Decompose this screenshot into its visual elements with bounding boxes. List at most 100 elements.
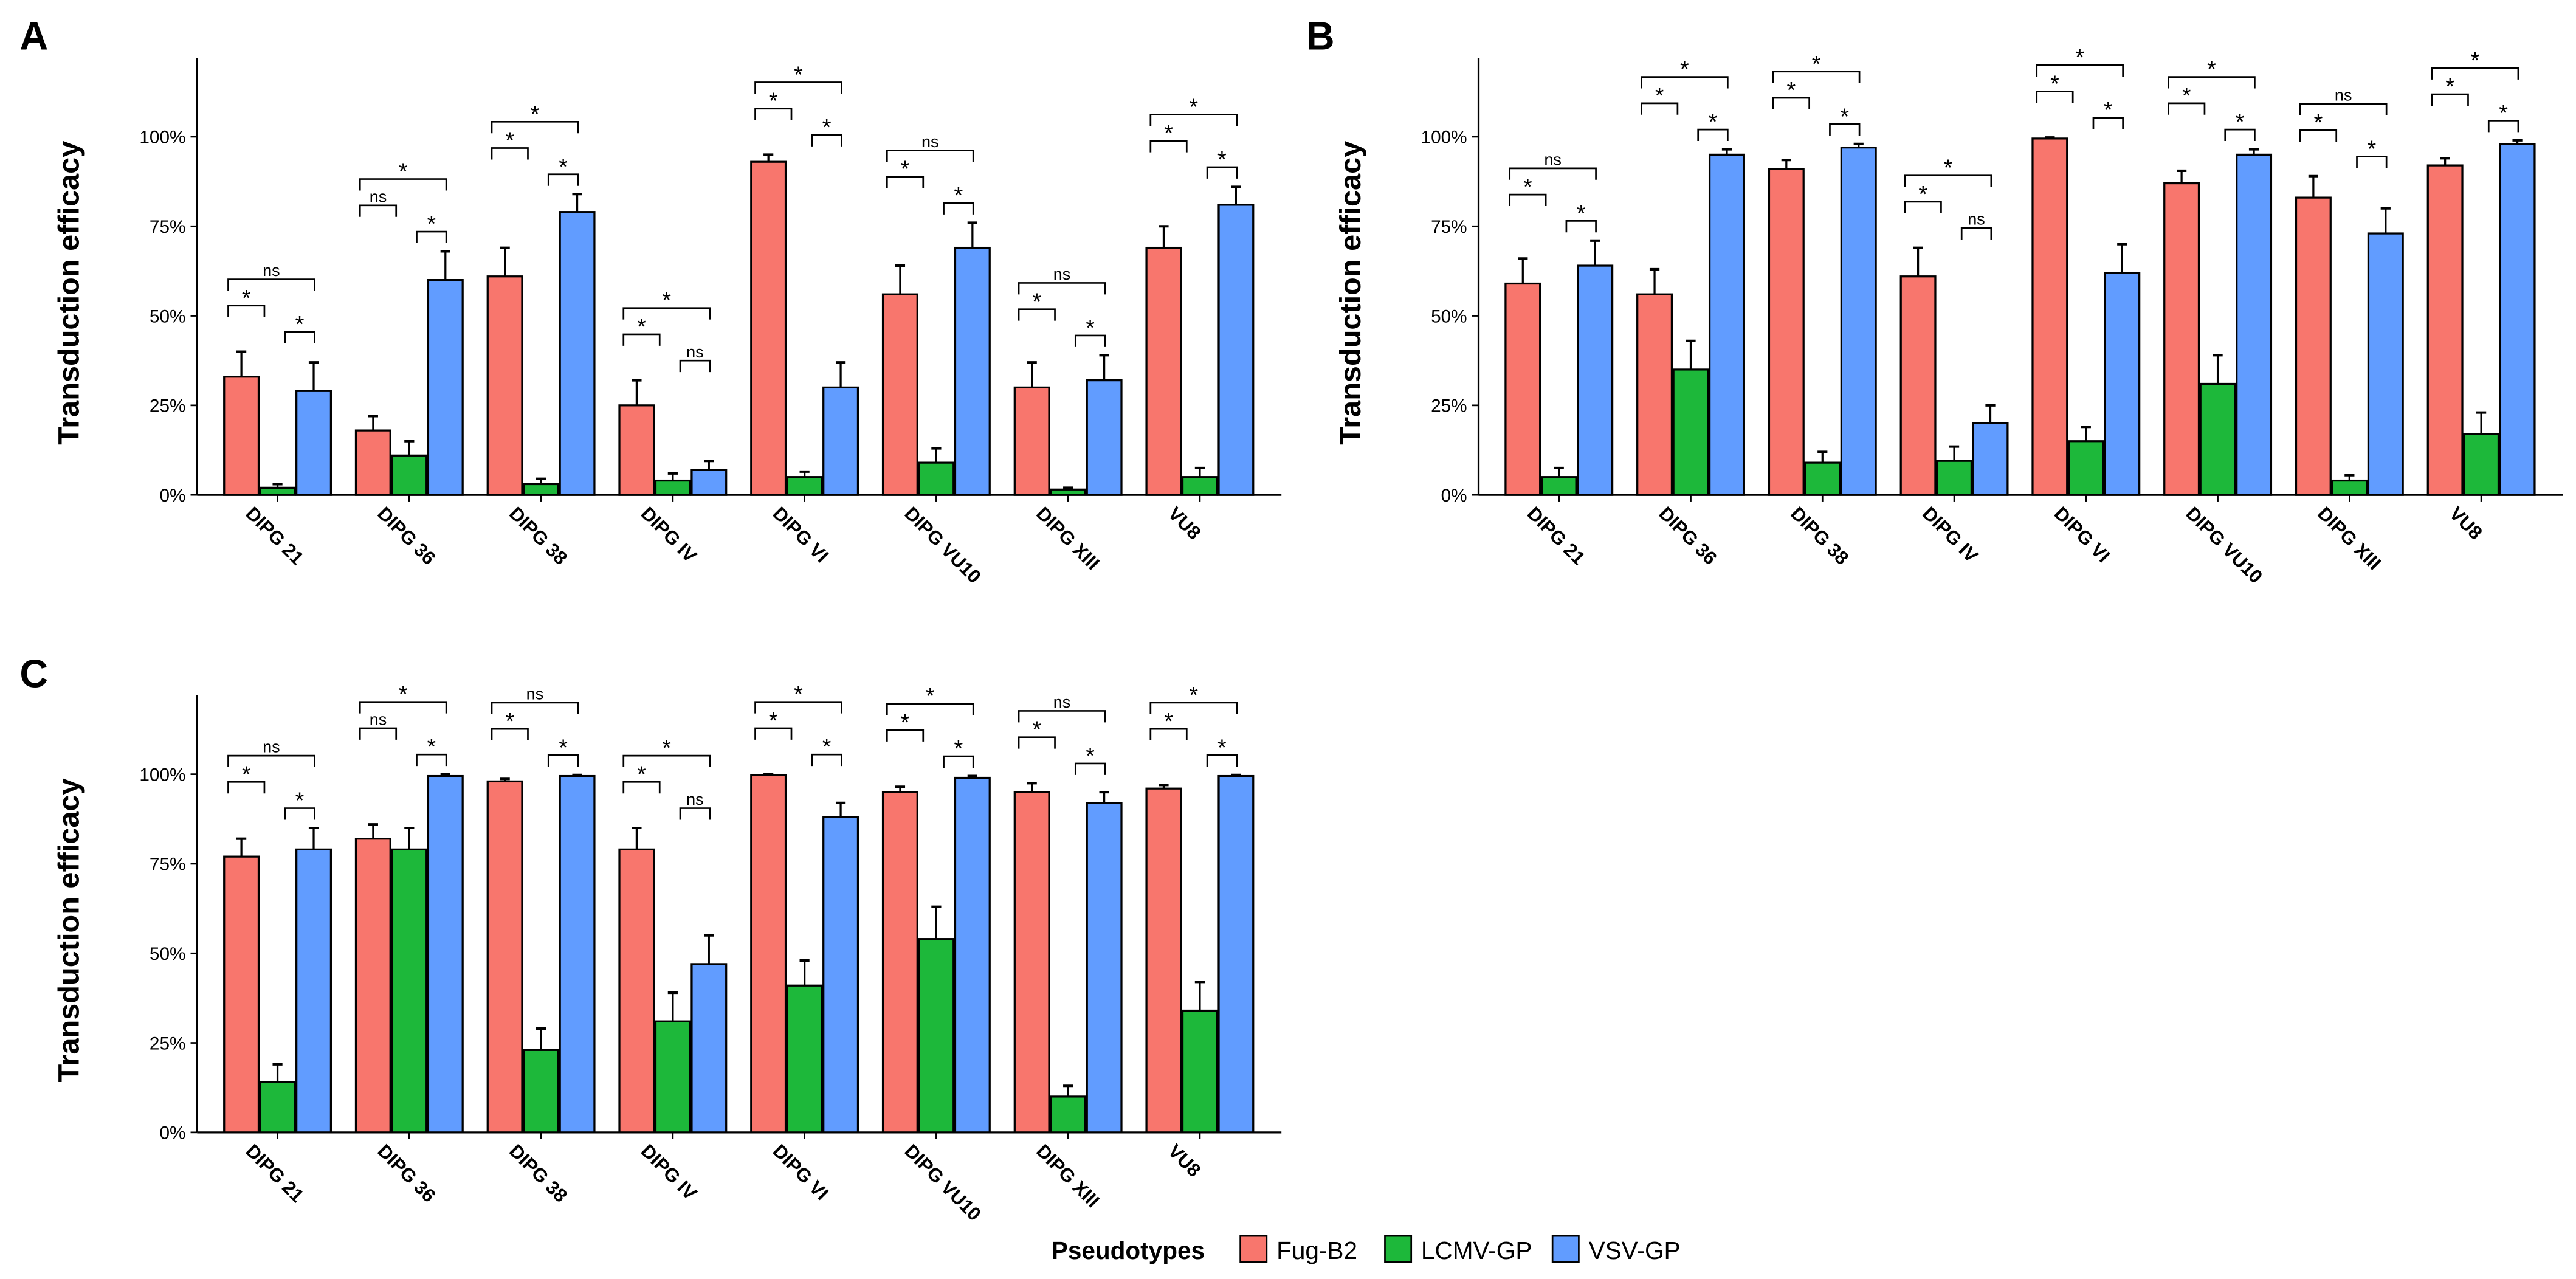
y-tick-label: 50% — [150, 944, 185, 964]
bar-lcmv-gp — [786, 984, 823, 1134]
bar-lcmv-gp — [523, 1049, 560, 1134]
significance-label: * — [2445, 74, 2454, 100]
significance-bracket — [679, 359, 711, 373]
significance-bracket — [622, 781, 661, 794]
x-tick-label: DIPG 38 — [1786, 503, 1853, 569]
bar-vsv-gp — [295, 848, 332, 1134]
panel-label: B — [1306, 14, 1335, 58]
significance-bracket — [2092, 117, 2124, 129]
significance-bracket — [754, 701, 842, 714]
bar-vsv-gp — [1708, 153, 1745, 496]
bar-fug-b2 — [2031, 137, 2068, 496]
significance-bracket — [1149, 702, 1238, 714]
bar-fug-b2 — [1899, 275, 1937, 496]
y-tick-label: 25% — [150, 1033, 185, 1053]
significance-bracket — [2487, 120, 2519, 133]
y-axis-label: Transduction efficacy — [53, 141, 86, 445]
significance-label: * — [1217, 147, 1227, 173]
bar-fug-b2 — [618, 404, 655, 496]
bar-fug-b2 — [750, 160, 787, 496]
bar-fug-b2 — [750, 774, 787, 1134]
significance-label: * — [1164, 709, 1173, 734]
bar-lcmv-gp — [1936, 460, 1973, 496]
significance-bracket — [622, 333, 661, 346]
significance-label: * — [531, 102, 540, 127]
significance-label: ns — [1544, 150, 1562, 168]
bar-vsv-gp — [427, 774, 464, 1134]
significance-label: ns — [2335, 86, 2352, 104]
bar-fug-b2 — [1013, 386, 1050, 496]
significance-bracket — [886, 703, 974, 715]
significance-label: * — [901, 157, 910, 182]
significance-label: ns — [1968, 210, 1985, 229]
bar-fug-b2 — [881, 791, 918, 1134]
significance-bracket — [886, 176, 925, 188]
x-tick-label: DIPG 36 — [373, 1140, 439, 1206]
significance-label: * — [1523, 174, 1532, 200]
legend: Pseudotypes Fug-B2 LCMV-GP VSV-GP — [1052, 1235, 1681, 1264]
x-tick-label: DIPG VI — [769, 503, 833, 567]
bar-vsv-gp — [1217, 774, 1255, 1134]
significance-label: * — [662, 736, 671, 761]
bar-vsv-gp — [1972, 422, 2009, 496]
x-tick-label: DIPG 38 — [505, 1140, 571, 1206]
significance-bracket — [2431, 93, 2469, 106]
significance-label: * — [399, 159, 408, 185]
significance-bracket — [491, 147, 529, 160]
bar-vsv-gp — [1086, 379, 1123, 496]
significance-label: * — [1918, 182, 1927, 207]
x-tick-label: VU8 — [2445, 503, 2487, 544]
bar-vsv-gp — [822, 816, 859, 1134]
y-tick-label: 0% — [159, 486, 185, 506]
bar-vsv-gp — [822, 386, 859, 496]
x-tick-label: DIPG IV — [1918, 503, 1983, 567]
significance-label: * — [2367, 136, 2376, 162]
significance-label: * — [1189, 683, 1198, 708]
significance-bracket — [416, 753, 447, 767]
significance-bracket — [1018, 282, 1106, 295]
x-tick-label: DIPG XIII — [1032, 503, 1104, 574]
significance-bracket — [886, 729, 925, 742]
bar-lcmv-gp — [2463, 433, 2500, 496]
y-axis-label: Transduction efficacy — [1334, 141, 1367, 445]
significance-bracket — [2299, 103, 2388, 115]
significance-label: * — [2236, 109, 2245, 135]
legend-item: Fug-B2 — [1276, 1236, 1357, 1264]
significance-bracket — [2036, 64, 2124, 77]
significance-bracket — [491, 728, 529, 741]
panel-label: C — [19, 651, 48, 695]
legend-swatch — [1551, 1235, 1580, 1263]
bar-lcmv-gp — [786, 476, 823, 496]
bar-fug-b2 — [223, 855, 260, 1134]
significance-label: * — [794, 682, 803, 708]
bar-vsv-gp — [1577, 264, 1614, 496]
y-tick-label: 75% — [150, 217, 185, 237]
significance-label: * — [1709, 109, 1718, 135]
x-tick-label: DIPG XIII — [2313, 503, 2385, 574]
significance-label: * — [637, 314, 646, 340]
significance-bracket — [547, 754, 579, 767]
y-tick-label: 25% — [150, 396, 185, 416]
significance-bracket — [1509, 193, 1547, 207]
significance-label: * — [1944, 156, 1953, 181]
significance-label: * — [1189, 95, 1198, 120]
bar-lcmv-gp — [1804, 461, 1841, 496]
x-tick-label: DIPG VU10 — [2182, 503, 2267, 588]
legend-item: VSV-GP — [1589, 1236, 1681, 1264]
legend-swatch — [1384, 1235, 1413, 1263]
significance-bracket — [2168, 76, 2256, 89]
significance-bracket — [1697, 128, 1729, 142]
y-tick-label: 0% — [1441, 486, 1467, 506]
significance-bracket — [1904, 201, 1942, 213]
significance-label: * — [637, 762, 646, 787]
significance-label: * — [954, 736, 963, 762]
bar-fug-b2 — [2426, 164, 2464, 496]
bar-fug-b2 — [2163, 182, 2200, 496]
significance-label: ns — [370, 187, 387, 205]
legend-item: LCMV-GP — [1421, 1236, 1532, 1264]
significance-bracket — [2431, 67, 2519, 80]
x-tick-label: DIPG 36 — [373, 503, 439, 569]
significance-bracket — [359, 727, 398, 740]
bar-fug-b2 — [486, 780, 523, 1134]
significance-label: * — [2499, 100, 2508, 126]
